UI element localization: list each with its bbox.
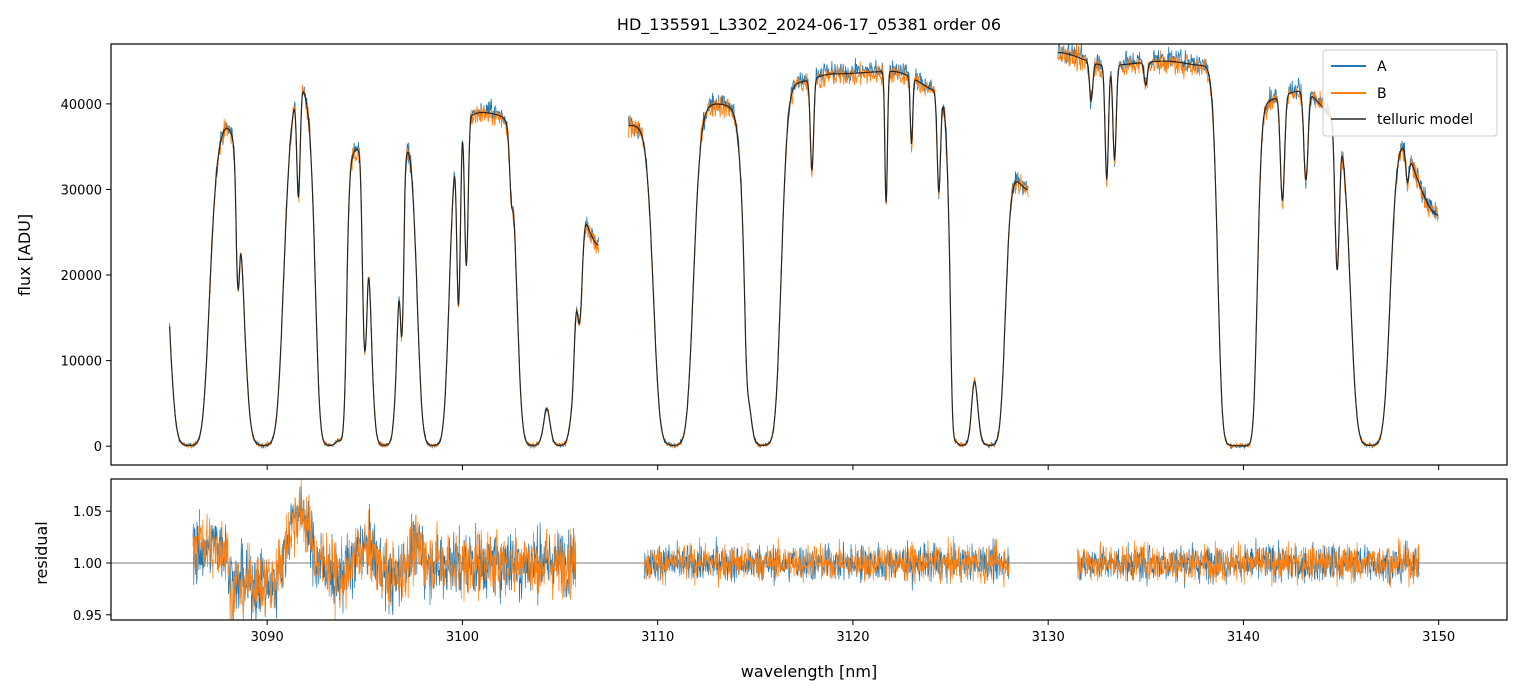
residual-y-tick-label: 0.95 bbox=[73, 609, 102, 624]
flux-y-tick-label: 0 bbox=[94, 440, 102, 455]
x-tick-label: 3090 bbox=[251, 630, 284, 645]
residual-y-tick-label: 1.00 bbox=[73, 557, 102, 572]
flux-y-tick-label: 20000 bbox=[61, 269, 102, 284]
residual-panel-frame bbox=[110, 478, 1508, 621]
residual-panel: 0.95 1.00 1.05 3090 3100 3110 3120 3130 3140 315… bbox=[32, 478, 1508, 681]
x-tick-label: 3140 bbox=[1227, 630, 1260, 645]
residual-y-axis-label: residual bbox=[32, 521, 51, 584]
legend-label-b: B bbox=[1377, 86, 1387, 102]
x-axis-label: wavelength [nm] bbox=[741, 662, 878, 681]
residual-y-tick-label: 1.05 bbox=[73, 505, 102, 520]
legend-label-telluric: telluric model bbox=[1377, 112, 1473, 128]
flux-y-tick-label: 10000 bbox=[61, 355, 102, 370]
flux-panel-frame bbox=[110, 43, 1508, 466]
chart-title: HD_135591_L3302_2024-06-17_05381 order 0… bbox=[617, 15, 1001, 35]
x-tick-label: 3100 bbox=[446, 630, 479, 645]
flux-panel: 0 10000 20000 30000 40000 flux [ADU] bbox=[15, 43, 1508, 470]
residual-b-line bbox=[192, 479, 1420, 620]
x-tick-label: 3130 bbox=[1032, 630, 1065, 645]
x-tick-label: 3110 bbox=[641, 630, 674, 645]
legend-box bbox=[1322, 49, 1498, 137]
telluric-model-line bbox=[169, 52, 1439, 447]
flux-y-axis-label: flux [ADU] bbox=[15, 214, 34, 296]
flux-y-tick-label: 40000 bbox=[61, 98, 102, 113]
x-tick-label: 3120 bbox=[836, 630, 869, 645]
legend-label-a: A bbox=[1377, 59, 1387, 75]
flux-y-tick-label: 30000 bbox=[61, 183, 102, 198]
legend: A B telluric model bbox=[1322, 49, 1498, 137]
x-tick-label: 3150 bbox=[1422, 630, 1455, 645]
